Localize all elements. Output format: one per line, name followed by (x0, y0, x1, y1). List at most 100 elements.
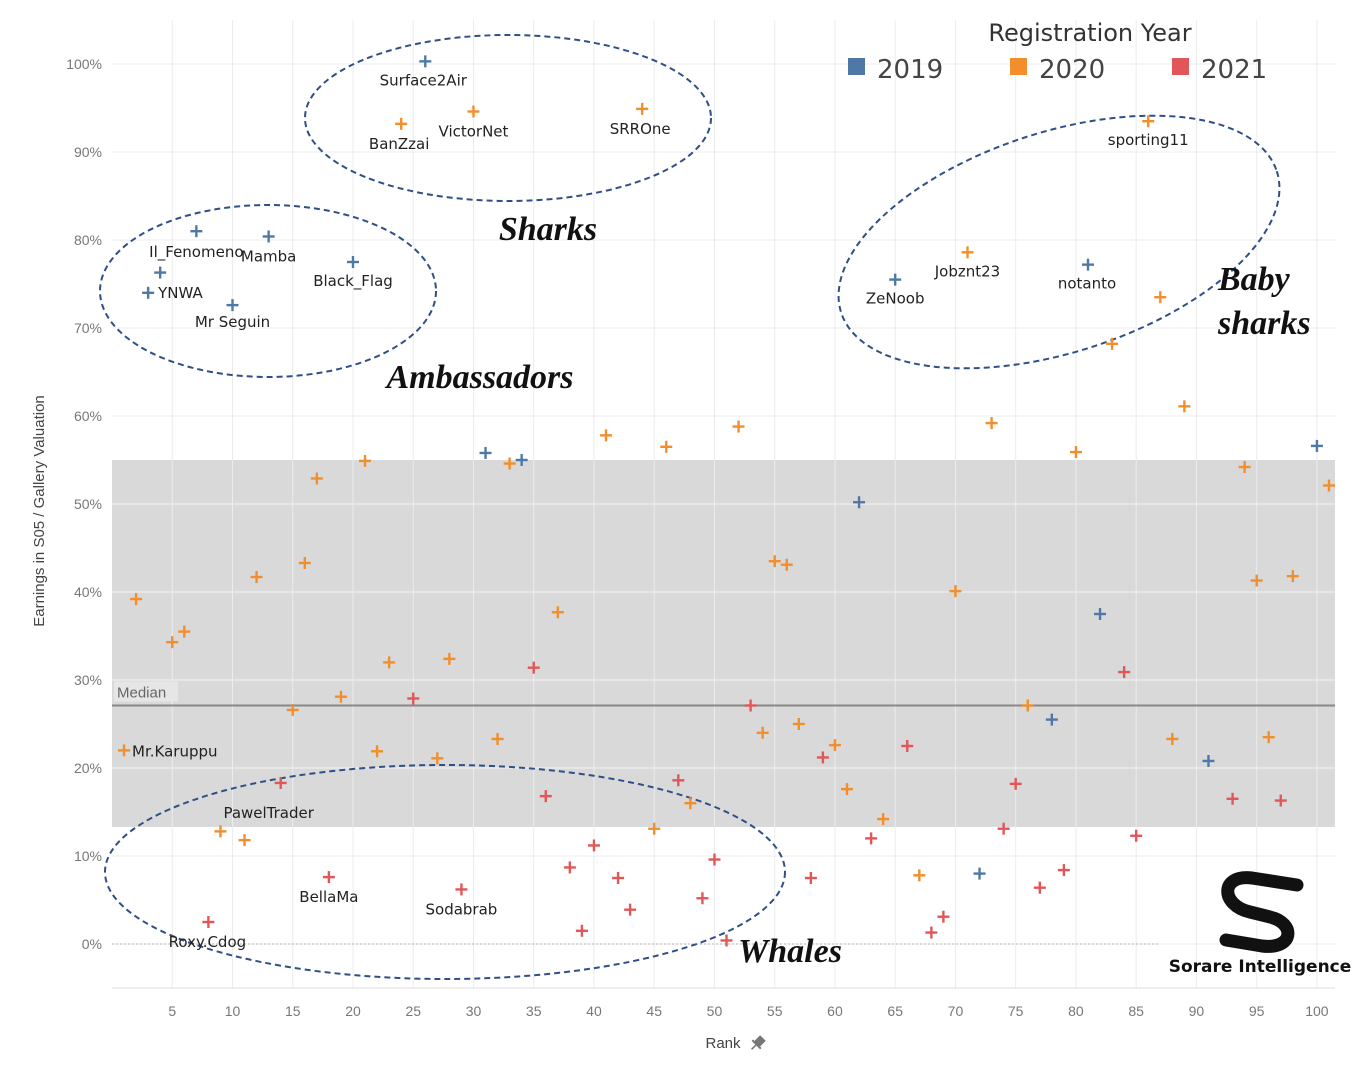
group-label-line: Sharks (499, 211, 597, 248)
point-label: YNWA (157, 284, 203, 302)
data-point-2021 (1130, 829, 1143, 842)
x-tick-label: 65 (887, 1003, 903, 1019)
data-point-2021 (455, 883, 468, 896)
data-point-2021 (274, 776, 287, 789)
data-point-2021 (672, 774, 685, 787)
x-tick-label: 100 (1305, 1003, 1329, 1019)
group-label-line: sharks (1217, 305, 1311, 342)
data-point-2021 (708, 853, 721, 866)
data-point-2021 (587, 839, 600, 852)
point-label: PawelTrader (223, 804, 314, 822)
data-point-2020 (732, 420, 745, 433)
data-point-2020 (1106, 337, 1119, 350)
data-point-2020 (1069, 446, 1082, 459)
legend-label: 2021 (1201, 55, 1267, 85)
data-point-2021 (575, 924, 588, 937)
x-tick-label: 30 (466, 1003, 482, 1019)
data-point-2021 (997, 822, 1010, 835)
point-label: BanZzai (369, 135, 430, 153)
point-label: Il_Fenomeno (149, 243, 243, 262)
data-point-2021 (527, 661, 540, 674)
x-tick-label: 85 (1128, 1003, 1144, 1019)
axes: 0% 10% 20% 30% 40% 50% 60% 70% 80% 90% 100% 5 10 15 20… (66, 56, 1335, 1019)
point-label: sporting11 (1108, 131, 1189, 149)
data-point-2020 (214, 825, 227, 838)
data-point-2019 (515, 454, 528, 466)
data-point-2020 (551, 606, 564, 619)
data-point-2020 (1178, 400, 1191, 413)
data-point-2020 (359, 454, 372, 467)
data-point-2020 (310, 472, 323, 485)
group-label: Ambassadors (384, 359, 573, 396)
data-point-2020 (1250, 574, 1263, 587)
data-point-2020 (1154, 291, 1167, 304)
group-label: Whales (738, 933, 842, 970)
y-axis-title: Earnings in S05 / Gallery Valuation (31, 395, 48, 627)
data-point-2019 (1081, 258, 1094, 271)
data-point-2020 (166, 636, 179, 649)
group-ellipse-3 (104, 764, 786, 980)
x-tick-label: 15 (285, 1003, 301, 1019)
data-point-2020 (1142, 115, 1155, 128)
median-label: Median (117, 685, 166, 702)
data-point-2020 (877, 813, 890, 826)
data-point-2021 (816, 751, 829, 764)
brand-logo: Sorare Intelligence (1169, 871, 1351, 977)
data-point-2021 (322, 871, 335, 884)
data-point-2021 (744, 699, 757, 712)
data-point-2021 (1226, 792, 1239, 805)
data-point-2019 (479, 446, 492, 459)
point-label: Mamba (241, 247, 296, 265)
y-tick-label: 10% (74, 848, 102, 864)
point-label: BellaMa (299, 888, 358, 906)
x-tick-label: 80 (1068, 1003, 1084, 1019)
data-point-2020 (1166, 732, 1179, 745)
x-tick-label: 25 (405, 1003, 421, 1019)
data-point-2020 (684, 797, 697, 810)
point-label: Mr.Karuppu (132, 742, 218, 760)
legend-swatch (1172, 58, 1189, 75)
median-line: Median (112, 681, 1335, 707)
group-labels: Sharks Ambassadors Baby sharks Whales (384, 211, 1310, 970)
point-labels: YNWA Il_Fenomeno Mr Seguin Mamba Black_Flag S… (132, 71, 1189, 951)
data-point-2019 (346, 256, 359, 268)
point-label: Mr Seguin (195, 313, 270, 331)
x-axis-title: Rank (705, 1035, 741, 1052)
data-point-2019 (226, 299, 239, 312)
x-tick-label: 10 (225, 1003, 241, 1019)
data-point-2021 (624, 903, 637, 916)
data-point-2019 (853, 496, 866, 509)
x-tick-label: 5 (168, 1003, 176, 1019)
data-point-2021 (407, 692, 420, 705)
y-tick-label: 90% (74, 144, 102, 160)
data-point-2020 (1262, 731, 1275, 744)
point-label: Roxy.Cdog (169, 933, 247, 951)
x-tick-label: 60 (827, 1003, 843, 1019)
data-point-2020 (792, 718, 805, 730)
grid (112, 20, 1335, 988)
data-point-2020 (961, 246, 974, 259)
point-label: VictorNet (439, 123, 509, 141)
data-point-2020 (238, 834, 251, 847)
data-point-2020 (841, 783, 854, 796)
x-tick-label: 45 (646, 1003, 662, 1019)
data-points (118, 55, 1335, 947)
data-point-2019 (1045, 713, 1058, 726)
data-point-2021 (563, 861, 576, 874)
data-point-2019 (154, 266, 167, 279)
band-rect (112, 460, 1335, 827)
median-label-bg (114, 681, 178, 702)
group-label: Sharks (499, 211, 597, 248)
data-point-2020 (660, 440, 673, 453)
y-tick-label: 100% (66, 56, 102, 72)
point-label: Black_Flag (313, 272, 393, 291)
y-tick-label: 30% (74, 672, 102, 688)
legend-title: Registration Year (988, 19, 1191, 47)
data-point-2020 (985, 417, 998, 430)
data-point-2021 (202, 916, 215, 928)
point-label: Surface2Air (380, 71, 468, 89)
data-point-2021 (539, 790, 552, 803)
data-point-2021 (804, 872, 817, 884)
y-tick-label: 80% (74, 232, 102, 248)
